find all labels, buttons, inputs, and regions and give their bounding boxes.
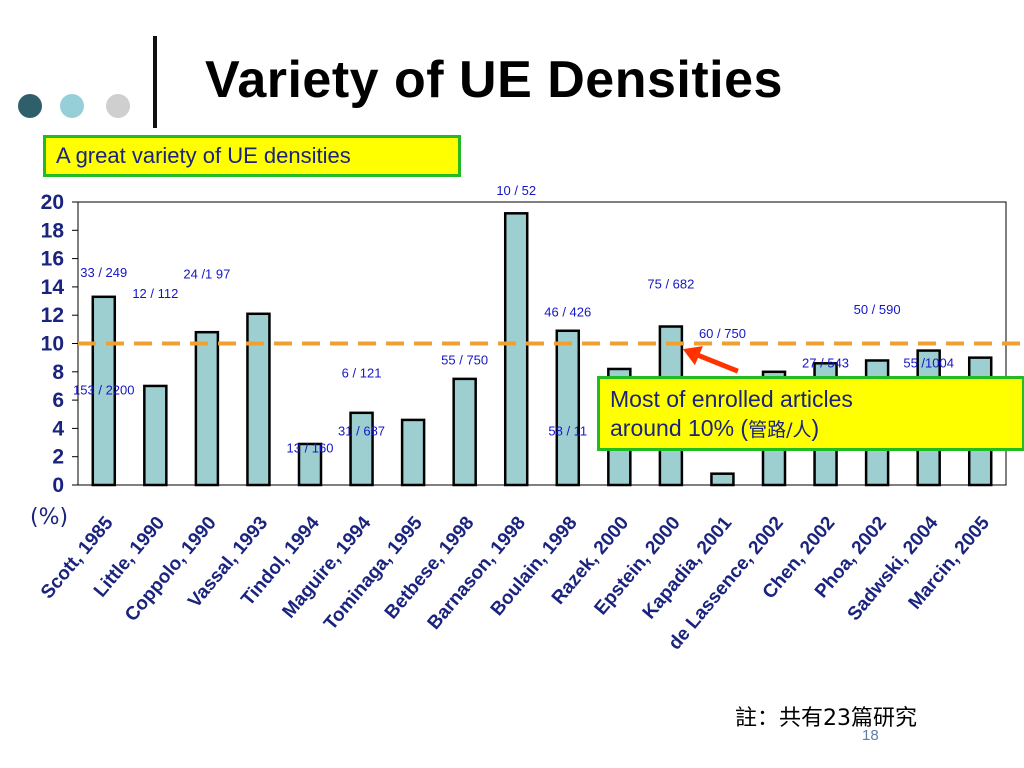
x-tick-label: Sadwski, 2004 <box>844 512 943 625</box>
subtitle-text: A great variety of UE densities <box>56 143 351 168</box>
data-label: 153 / 2200 <box>73 382 134 397</box>
decorative-dot-dark <box>18 94 42 118</box>
data-label: 12 / 112 <box>132 286 178 301</box>
data-label: 58 / 11 <box>548 423 587 438</box>
bar <box>452 377 477 487</box>
y-tick-label: 20 <box>41 191 64 214</box>
decorative-dot-mid <box>60 94 84 118</box>
data-label: 31 / 687 <box>338 423 385 438</box>
bar <box>349 411 374 487</box>
callout-arrow-head <box>682 346 703 366</box>
data-label: 50 / 590 <box>854 302 901 317</box>
data-label: 75 / 682 <box>647 276 694 291</box>
y-tick-label: 6 <box>52 389 64 412</box>
data-label: 10 / 52 <box>496 183 536 198</box>
y-axis-unit: (%) <box>30 505 69 530</box>
bar <box>555 329 581 487</box>
y-tick-label: 8 <box>52 361 64 384</box>
x-tick-label: Coppolo, 1990 <box>121 513 221 626</box>
bar <box>400 418 426 487</box>
callout-line2-text: around 10% ( <box>610 415 749 441</box>
data-label: 46 / 426 <box>544 305 591 320</box>
bar <box>297 442 323 487</box>
page-number: 18 <box>862 727 879 744</box>
data-label: 33 / 249 <box>80 265 127 280</box>
x-tick-label: Betbese, 1998 <box>381 513 479 624</box>
decorative-dot-light <box>106 94 130 118</box>
y-tick-label: 0 <box>52 474 64 497</box>
slide-title: Variety of UE Densities <box>205 51 783 109</box>
callout-box: Most of enrolled articles around 10% (管路… <box>597 376 1024 451</box>
y-tick-label: 16 <box>41 248 64 271</box>
y-tick-label: 12 <box>41 304 64 327</box>
bar <box>710 472 735 487</box>
x-tick-label: Kapadia, 2001 <box>639 512 737 623</box>
data-label: 60 / 750 <box>699 326 746 341</box>
title-divider <box>153 36 157 128</box>
callout-arrow-icon <box>691 350 739 374</box>
y-tick-label: 18 <box>41 219 65 242</box>
y-tick-label: 2 <box>52 446 64 469</box>
bar <box>503 212 529 487</box>
data-label: 27 / 543 <box>802 356 849 371</box>
bar <box>246 312 271 487</box>
data-label: 55 / 750 <box>441 353 488 368</box>
callout-cjk: 管路/人 <box>748 419 812 441</box>
data-label: 55 /1004 <box>903 356 954 371</box>
y-tick-label: 4 <box>52 417 64 440</box>
data-label: 6 / 121 <box>342 365 382 380</box>
subtitle-box: A great variety of UE densities <box>43 135 461 177</box>
y-tick-label: 10 <box>41 333 64 356</box>
footnote: 註：共有23篇研究 <box>735 706 917 731</box>
y-tick-label: 14 <box>41 276 65 299</box>
data-label: 24 /1 97 <box>183 266 230 281</box>
bar <box>194 330 220 487</box>
callout-close: ) <box>811 415 820 441</box>
data-label: 13 / 160 <box>287 440 334 455</box>
callout-line1: Most of enrolled articles <box>610 386 853 412</box>
bar <box>143 384 168 487</box>
callout-line2: around 10% (管路/人) <box>610 414 1012 445</box>
